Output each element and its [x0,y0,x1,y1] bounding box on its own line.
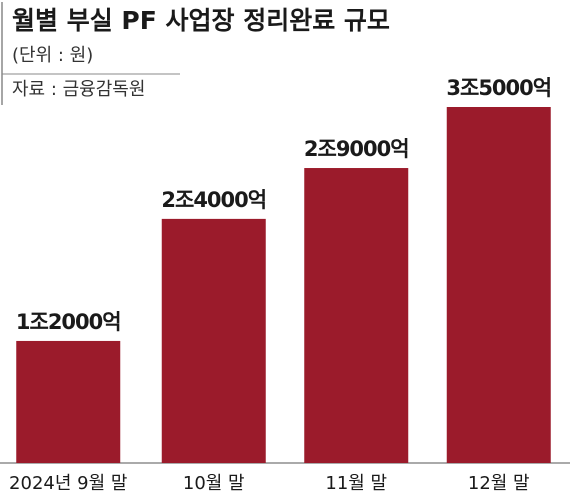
bar [446,107,551,463]
bar [161,218,266,463]
bar [304,168,409,463]
chart-title: 월별 부실 PF 사업장 정리완료 규모 [12,6,390,35]
chart-source: 자료 : 금융감독원 [12,79,145,100]
x-tick-label: 10월 말 [183,473,245,494]
chart-subtitle: (단위 : 원) [12,45,93,66]
x-tick-label: 2024년 9월 말 [9,473,127,494]
x-tick-label: 11월 말 [325,473,387,494]
value-label: 2조9000억 [304,137,409,161]
x-tick-label: 12월 말 [468,473,530,494]
value-label: 1조2000억 [16,310,121,334]
value-label: 3조5000억 [446,76,551,100]
value-label: 2조4000억 [161,188,266,212]
bar [16,340,121,463]
